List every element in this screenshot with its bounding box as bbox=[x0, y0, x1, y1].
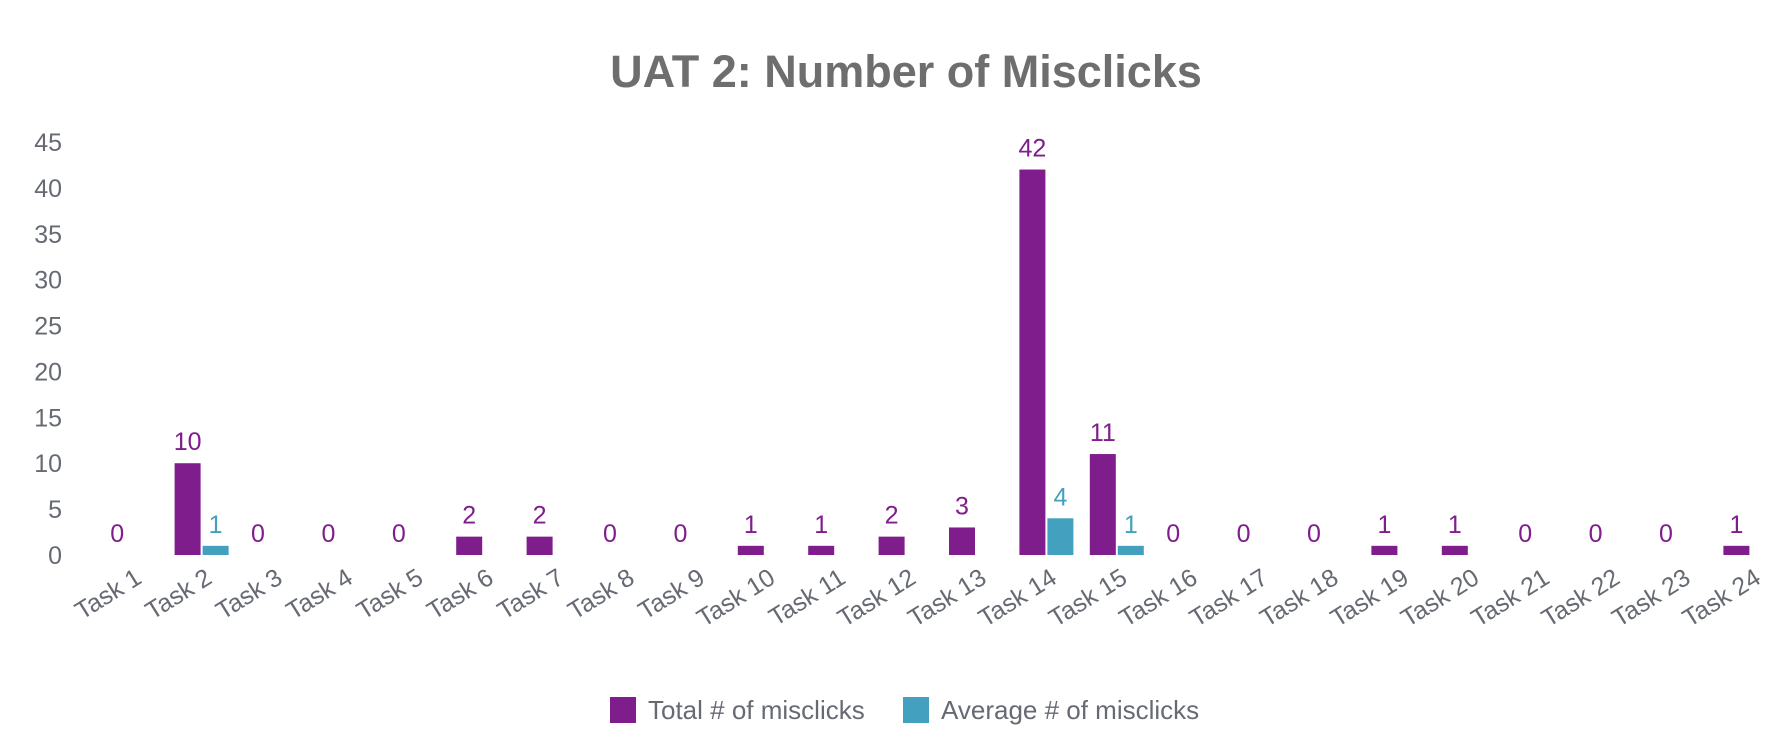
data-label-total: 0 bbox=[392, 520, 406, 548]
legend-label: Average # of misclicks bbox=[941, 695, 1199, 725]
chart-title: UAT 2: Number of Misclicks bbox=[610, 46, 1202, 97]
x-tick-label: Task 12 bbox=[833, 563, 921, 632]
y-axis: 0 5 10 15 20 25 30 35 40 45 bbox=[34, 129, 62, 570]
bars-group bbox=[174, 169, 1750, 556]
x-tick-label: Task 3 bbox=[211, 563, 287, 625]
data-label-total: 1 bbox=[1729, 511, 1743, 539]
x-tick-label: Task 24 bbox=[1678, 563, 1766, 632]
data-label-total: 0 bbox=[251, 520, 265, 548]
x-tick-label: Task 22 bbox=[1537, 563, 1625, 632]
y-tick-label: 40 bbox=[34, 175, 62, 203]
x-tick-label: Task 19 bbox=[1326, 563, 1414, 632]
y-tick-label: 5 bbox=[48, 496, 62, 524]
data-label-total: 2 bbox=[462, 502, 476, 530]
legend-label: Total # of misclicks bbox=[648, 695, 865, 725]
bar-average bbox=[202, 545, 229, 555]
bar-total bbox=[737, 545, 764, 555]
legend: Total # of misclicks Average # of misclic… bbox=[610, 695, 1199, 725]
y-tick-label: 0 bbox=[48, 542, 62, 570]
data-label-total: 1 bbox=[814, 511, 828, 539]
data-label-total: 0 bbox=[1518, 520, 1532, 548]
data-label-total: 11 bbox=[1090, 419, 1116, 447]
x-tick-label: Task 15 bbox=[1044, 563, 1132, 632]
bar-total bbox=[1371, 545, 1398, 555]
data-label-total: 0 bbox=[110, 520, 124, 548]
bar-total bbox=[878, 536, 905, 555]
bar-total bbox=[949, 527, 975, 555]
bar-total bbox=[1441, 545, 1468, 555]
data-label-total: 0 bbox=[1166, 520, 1180, 548]
x-tick-label: Task 8 bbox=[563, 563, 639, 625]
x-tick-label: Task 6 bbox=[422, 563, 498, 625]
y-tick-label: 15 bbox=[34, 404, 62, 432]
y-tick-label: 25 bbox=[34, 313, 62, 341]
x-tick-label: Task 23 bbox=[1607, 563, 1695, 632]
legend-swatch bbox=[610, 697, 636, 723]
bar-average bbox=[1047, 518, 1074, 555]
data-label-total: 1 bbox=[1448, 511, 1462, 539]
bar-total bbox=[1019, 169, 1046, 556]
x-tick-label: Task 4 bbox=[281, 563, 357, 625]
data-label-total: 0 bbox=[1659, 520, 1673, 548]
x-tick-label: Task 7 bbox=[493, 563, 569, 625]
y-tick-label: 20 bbox=[34, 358, 62, 386]
x-tick-label: Task 16 bbox=[1114, 563, 1202, 632]
data-label-total: 0 bbox=[1589, 520, 1603, 548]
data-label-total: 0 bbox=[1307, 520, 1321, 548]
y-tick-label: 45 bbox=[34, 129, 62, 157]
x-tick-label: Task 17 bbox=[1185, 563, 1273, 632]
x-tick-label: Task 10 bbox=[692, 563, 780, 632]
x-tick-label: Task 5 bbox=[352, 563, 428, 625]
data-label-total: 2 bbox=[533, 502, 547, 530]
data-label-total: 3 bbox=[955, 492, 969, 520]
bar-total bbox=[456, 536, 483, 555]
bar-average bbox=[1117, 545, 1144, 555]
data-label-total: 0 bbox=[321, 520, 335, 548]
x-tick-label: Task 21 bbox=[1466, 563, 1554, 632]
legend-swatch bbox=[903, 697, 929, 723]
data-label-average: 1 bbox=[209, 511, 223, 539]
data-label-total: 2 bbox=[885, 502, 899, 530]
data-label-total: 1 bbox=[1377, 511, 1391, 539]
y-tick-label: 30 bbox=[34, 267, 62, 295]
x-tick-label: Task 13 bbox=[903, 563, 991, 632]
x-tick-label: Task 1 bbox=[70, 563, 146, 625]
data-label-total: 0 bbox=[673, 520, 687, 548]
x-tick-label: Task 20 bbox=[1396, 563, 1484, 632]
bar-total bbox=[1723, 545, 1750, 555]
data-label-average: 4 bbox=[1053, 483, 1067, 511]
bar-total bbox=[174, 463, 201, 555]
x-tick-label: Task 14 bbox=[974, 563, 1062, 632]
data-label-total: 0 bbox=[1237, 520, 1251, 548]
bar-total bbox=[1089, 454, 1116, 555]
data-label-average: 1 bbox=[1124, 511, 1138, 539]
x-tick-label: Task 18 bbox=[1255, 563, 1343, 632]
x-tick-label: Task 2 bbox=[141, 563, 217, 625]
y-tick-label: 10 bbox=[34, 450, 62, 478]
x-tick-label: Task 11 bbox=[764, 563, 850, 631]
data-label-total: 10 bbox=[174, 428, 202, 456]
data-label-total: 1 bbox=[744, 511, 758, 539]
y-tick-label: 35 bbox=[34, 221, 62, 249]
bar-total bbox=[526, 536, 553, 555]
data-label-total: 42 bbox=[1018, 135, 1046, 163]
bar-total bbox=[808, 545, 835, 555]
data-label-total: 0 bbox=[603, 520, 617, 548]
